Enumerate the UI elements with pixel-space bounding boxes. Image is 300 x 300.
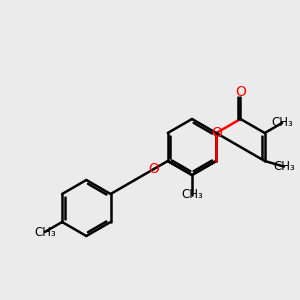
Text: O: O [211,126,222,140]
Text: O: O [235,85,246,99]
Text: O: O [148,162,159,176]
Text: CH₃: CH₃ [271,116,293,130]
Text: CH₃: CH₃ [273,160,295,173]
Text: CH₃: CH₃ [34,226,56,238]
Text: CH₃: CH₃ [181,188,203,202]
